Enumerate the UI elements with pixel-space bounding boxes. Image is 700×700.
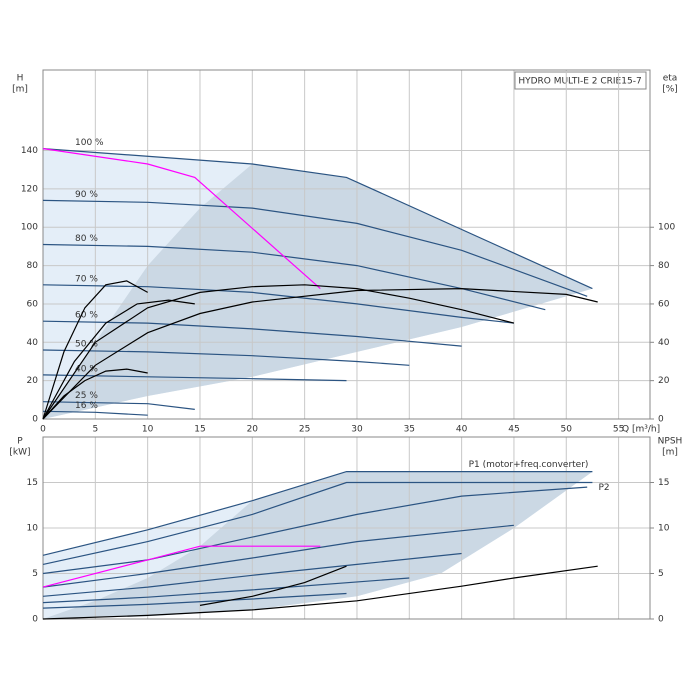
curve-label: 80 % bbox=[75, 234, 98, 244]
curve-label: 40 % bbox=[75, 364, 98, 374]
curve bbox=[42, 299, 195, 420]
y2-tick-label: 100 bbox=[658, 223, 675, 233]
y2-tick-label: 15 bbox=[658, 478, 669, 488]
x-tick-label: 10 bbox=[142, 425, 154, 435]
curve bbox=[42, 284, 515, 420]
y-axis-unit: [kW] bbox=[9, 448, 30, 458]
curve bbox=[42, 577, 410, 604]
curve bbox=[42, 148, 321, 290]
y2-tick-label: 0 bbox=[658, 415, 664, 425]
y-tick-label: 40 bbox=[27, 338, 39, 348]
curve bbox=[42, 284, 514, 324]
curve bbox=[42, 287, 598, 420]
y2-axis-unit: [m] bbox=[662, 448, 678, 458]
y2-tick-label: 40 bbox=[658, 338, 670, 348]
y-tick-label: 120 bbox=[21, 184, 38, 194]
y-tick-label: 60 bbox=[27, 299, 39, 309]
x-tick-label: 50 bbox=[561, 425, 573, 435]
y-tick-label: 5 bbox=[32, 569, 38, 579]
curve-label: P1 (motor+freq.converter) bbox=[469, 460, 589, 470]
y2-tick-label: 5 bbox=[658, 569, 664, 579]
curve bbox=[42, 524, 514, 588]
x-axis-label: Q [m³/h] bbox=[622, 425, 660, 435]
y2-axis-unit: [%] bbox=[662, 85, 678, 95]
curve bbox=[42, 565, 598, 620]
power-range-core bbox=[43, 471, 593, 619]
curve bbox=[42, 280, 148, 420]
curve-label: 70 % bbox=[75, 274, 98, 284]
curve bbox=[42, 368, 148, 420]
x-tick-label: 55 bbox=[613, 425, 624, 435]
curve bbox=[42, 401, 195, 410]
curve bbox=[42, 243, 546, 311]
curve-label: 50 % bbox=[75, 339, 98, 349]
y-tick-label: 15 bbox=[27, 478, 38, 488]
curve bbox=[42, 410, 148, 416]
title-box bbox=[514, 71, 647, 90]
y-tick-label: 140 bbox=[21, 146, 38, 156]
curve bbox=[42, 545, 321, 588]
x-tick-label: 25 bbox=[299, 425, 310, 435]
curve-label: 16 % bbox=[75, 401, 98, 411]
chart-title: HYDRO MULTI-E 2 CRIE15-7 bbox=[518, 77, 641, 87]
curve bbox=[42, 471, 593, 556]
curve bbox=[42, 199, 588, 297]
curve-label: 25 % bbox=[75, 391, 98, 401]
operating-range-core bbox=[43, 164, 593, 419]
curve-label: P2 bbox=[598, 483, 609, 493]
curve bbox=[42, 481, 593, 565]
y2-tick-label: 20 bbox=[658, 376, 670, 386]
x-tick-label: 15 bbox=[194, 425, 205, 435]
x-tick-label: 45 bbox=[508, 425, 519, 435]
y2-tick-label: 10 bbox=[658, 524, 670, 534]
x-tick-label: 20 bbox=[247, 425, 259, 435]
y-tick-label: 0 bbox=[32, 615, 38, 625]
y2-tick-label: 0 bbox=[658, 615, 664, 625]
y-tick-label: 80 bbox=[27, 261, 39, 271]
y-tick-label: 10 bbox=[27, 524, 39, 534]
curve-label: 60 % bbox=[75, 311, 98, 321]
x-tick-label: 40 bbox=[456, 425, 468, 435]
y-axis-label: P bbox=[17, 437, 23, 447]
y-tick-label: 0 bbox=[32, 415, 38, 425]
curve-label: 100 % bbox=[75, 138, 104, 148]
curve bbox=[199, 565, 347, 606]
x-tick-label: 0 bbox=[40, 425, 46, 435]
x-tick-label: 35 bbox=[404, 425, 415, 435]
plot-frame bbox=[42, 436, 651, 620]
curve bbox=[42, 349, 410, 366]
curve bbox=[42, 552, 462, 597]
y-tick-label: 100 bbox=[21, 223, 38, 233]
y2-axis-label: eta bbox=[663, 74, 678, 84]
x-tick-label: 30 bbox=[351, 425, 363, 435]
x-tick-label: 5 bbox=[92, 425, 98, 435]
curve-label: 90 % bbox=[75, 190, 98, 200]
y2-tick-label: 80 bbox=[658, 261, 670, 271]
y2-tick-label: 60 bbox=[658, 299, 670, 309]
y-axis-label: H bbox=[17, 74, 24, 84]
y2-axis-label: NPSH bbox=[658, 437, 683, 447]
curve bbox=[42, 148, 593, 290]
curve bbox=[42, 592, 347, 609]
curve bbox=[42, 320, 462, 347]
y-tick-label: 20 bbox=[27, 376, 39, 386]
curve bbox=[42, 486, 588, 575]
y-axis-unit: [m] bbox=[12, 85, 28, 95]
